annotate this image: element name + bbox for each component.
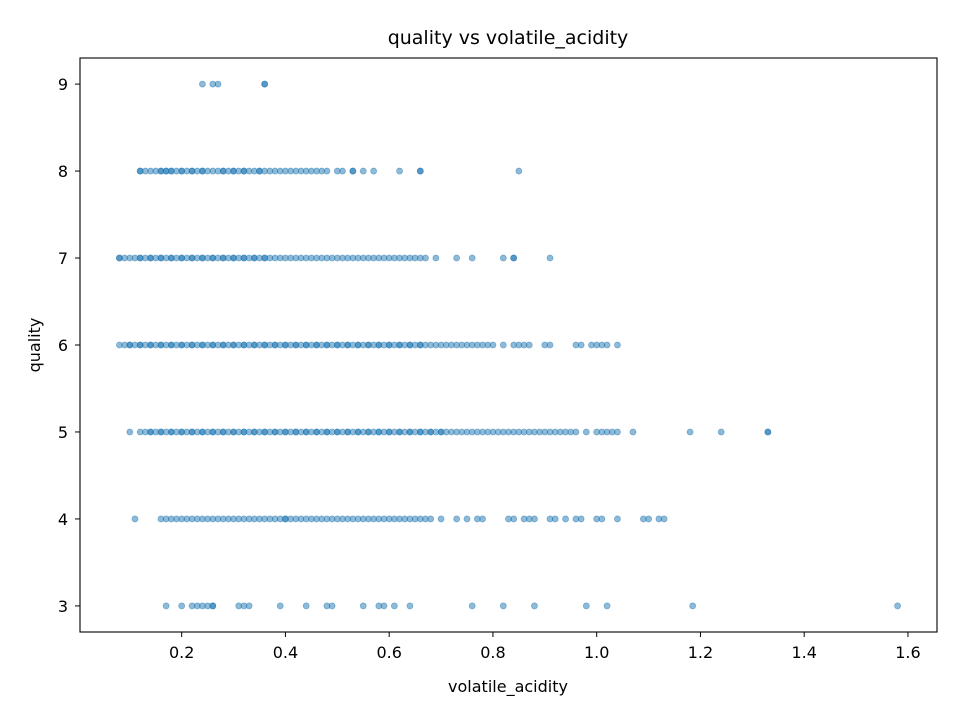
data-point bbox=[614, 515, 621, 523]
data-point bbox=[214, 80, 222, 88]
data-point bbox=[349, 167, 357, 175]
data-point bbox=[416, 167, 424, 175]
data-point bbox=[396, 167, 403, 175]
data-point bbox=[131, 515, 139, 523]
data-point bbox=[614, 428, 621, 436]
y-axis-ticks: 3 4 5 6 7 8 9 bbox=[58, 75, 80, 616]
data-point bbox=[689, 602, 697, 610]
data-point bbox=[499, 254, 507, 262]
data-point bbox=[323, 167, 331, 175]
data-point bbox=[645, 515, 652, 523]
data-point bbox=[546, 341, 554, 349]
x-axis-ticks: 0.2 0.4 0.6 0.8 1.0 1.2 1.4 1.6 bbox=[169, 632, 921, 662]
x-tick-label: 0.8 bbox=[480, 643, 505, 662]
data-point bbox=[603, 341, 611, 349]
data-point bbox=[463, 515, 471, 523]
data-point bbox=[660, 515, 668, 523]
data-point bbox=[339, 167, 346, 175]
data-point bbox=[515, 167, 523, 175]
data-point bbox=[598, 515, 606, 523]
data-point bbox=[686, 428, 694, 436]
data-point bbox=[531, 602, 538, 610]
data-point bbox=[717, 428, 725, 436]
data-point bbox=[370, 167, 378, 175]
y-tick-label: 6 bbox=[58, 336, 68, 355]
y-tick-label: 5 bbox=[58, 423, 68, 442]
data-point bbox=[764, 428, 772, 436]
data-point bbox=[453, 515, 461, 523]
data-point bbox=[479, 515, 486, 523]
data-point bbox=[328, 602, 336, 610]
data-point bbox=[562, 515, 569, 523]
data-point bbox=[276, 602, 284, 610]
data-point bbox=[577, 515, 585, 523]
x-tick-label: 0.4 bbox=[273, 643, 298, 662]
data-point bbox=[380, 602, 388, 610]
data-point bbox=[199, 80, 206, 88]
data-point bbox=[427, 515, 435, 523]
data-point bbox=[432, 254, 440, 262]
data-point bbox=[572, 428, 580, 436]
x-tick-label: 0.6 bbox=[376, 643, 401, 662]
data-point bbox=[531, 515, 538, 523]
data-point bbox=[582, 428, 590, 436]
y-tick-label: 9 bbox=[58, 75, 68, 94]
data-point bbox=[359, 167, 367, 175]
data-point bbox=[582, 602, 590, 610]
x-axis-label: volatile_acidity bbox=[448, 677, 568, 697]
x-tick-label: 1.4 bbox=[791, 643, 816, 662]
data-point bbox=[551, 515, 559, 523]
data-point bbox=[359, 602, 367, 610]
y-axis-label: quality bbox=[25, 318, 44, 373]
x-tick-label: 1.2 bbox=[688, 643, 713, 662]
y-tick-label: 8 bbox=[58, 162, 68, 181]
data-point bbox=[629, 428, 637, 436]
data-point bbox=[510, 254, 518, 262]
data-point bbox=[261, 80, 269, 88]
data-point bbox=[614, 341, 621, 349]
data-point bbox=[468, 254, 476, 262]
points-layer bbox=[116, 80, 901, 610]
data-point bbox=[390, 602, 398, 610]
x-tick-label: 1.0 bbox=[584, 643, 609, 662]
data-point bbox=[499, 341, 507, 349]
data-point bbox=[406, 602, 414, 610]
data-point bbox=[178, 602, 186, 610]
data-point bbox=[525, 341, 533, 349]
chart-title: quality vs volatile_acidity bbox=[388, 27, 629, 49]
data-point bbox=[422, 254, 429, 262]
data-point bbox=[209, 602, 217, 610]
y-tick-label: 4 bbox=[58, 510, 68, 529]
data-point bbox=[603, 602, 611, 610]
data-point bbox=[245, 602, 253, 610]
data-point bbox=[577, 341, 585, 349]
data-point bbox=[126, 428, 134, 436]
data-point bbox=[499, 602, 507, 610]
data-point bbox=[546, 254, 554, 262]
data-point bbox=[437, 515, 445, 523]
data-point bbox=[894, 602, 901, 610]
x-tick-label: 1.6 bbox=[895, 643, 920, 662]
data-point bbox=[302, 602, 310, 610]
y-tick-label: 7 bbox=[58, 249, 68, 268]
y-tick-label: 3 bbox=[58, 597, 68, 616]
data-point bbox=[162, 602, 170, 610]
data-point bbox=[510, 515, 518, 523]
data-point bbox=[468, 602, 476, 610]
data-point bbox=[453, 254, 461, 262]
data-point bbox=[489, 341, 497, 349]
x-tick-label: 0.2 bbox=[169, 643, 194, 662]
